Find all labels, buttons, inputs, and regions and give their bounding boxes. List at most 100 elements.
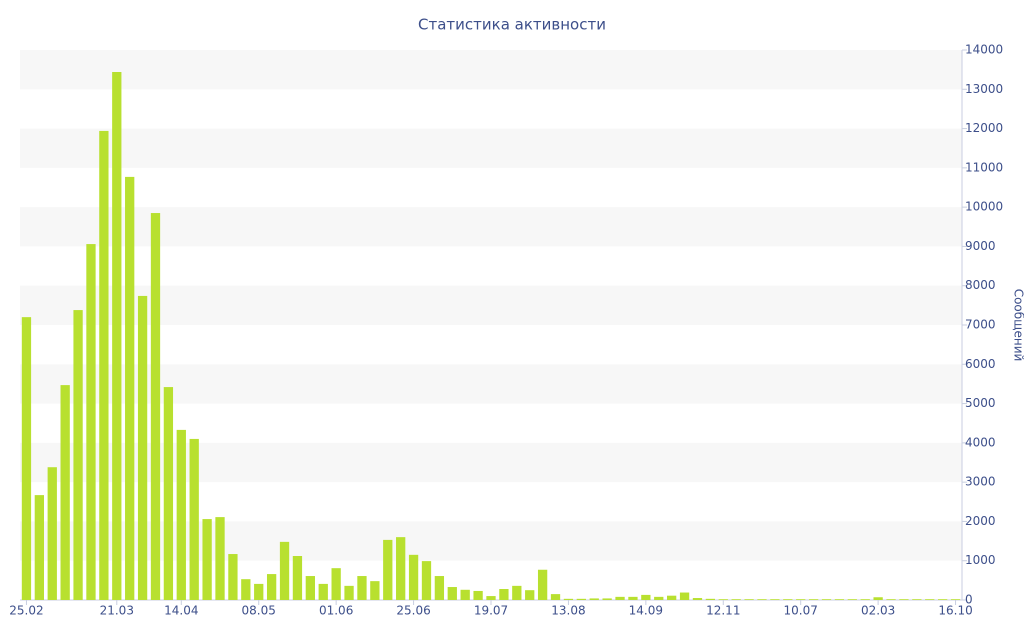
bar: [641, 595, 650, 600]
bar: [267, 574, 276, 600]
y-tick-label: 10000: [965, 200, 1003, 214]
bar: [228, 554, 237, 600]
x-tick-label: 02.03: [861, 604, 895, 618]
bar: [822, 599, 831, 600]
bar: [654, 597, 663, 600]
bar: [332, 568, 341, 600]
bar: [680, 593, 689, 600]
bar: [202, 519, 211, 600]
bar: [357, 576, 366, 600]
grid-band: [20, 286, 962, 325]
bar: [873, 597, 882, 600]
bar: [409, 555, 418, 600]
bar: [138, 296, 147, 600]
bar: [912, 599, 921, 600]
bar: [370, 581, 379, 600]
grid-band: [20, 521, 962, 560]
bar: [396, 537, 405, 600]
bar: [86, 244, 95, 600]
x-tick-label: 14.04: [164, 604, 198, 618]
y-tick-label: 1000: [965, 553, 996, 567]
bar: [938, 599, 947, 600]
bar: [190, 439, 199, 600]
bar: [925, 599, 934, 600]
bar: [112, 72, 121, 600]
grid-band: [20, 364, 962, 403]
bar: [499, 589, 508, 600]
x-tick-label: 16.10: [938, 604, 972, 618]
y-axis-title: Сообщений: [1012, 289, 1024, 362]
bar: [538, 570, 547, 600]
y-tick-label: 14000: [965, 43, 1003, 57]
bar: [770, 599, 779, 600]
bar: [628, 597, 637, 600]
y-tick-label: 11000: [965, 160, 1003, 174]
grid-band: [20, 443, 962, 482]
x-tick-label: 14.09: [629, 604, 663, 618]
bar: [525, 590, 534, 600]
bar: [164, 387, 173, 600]
bar: [435, 576, 444, 600]
y-tick-label: 8000: [965, 278, 996, 292]
grid-band: [20, 207, 962, 246]
y-tick-label: 9000: [965, 239, 996, 253]
bar: [590, 598, 599, 600]
bar: [577, 599, 586, 600]
bar: [48, 467, 57, 600]
chart-title: Статистика активности: [418, 16, 606, 34]
bar: [254, 584, 263, 600]
bar: [383, 540, 392, 600]
bar: [448, 587, 457, 600]
bar: [151, 213, 160, 600]
bar: [22, 317, 31, 600]
bar: [306, 576, 315, 600]
y-tick-label: 13000: [965, 82, 1003, 96]
y-tick-label: 6000: [965, 357, 996, 371]
bar: [719, 599, 728, 600]
bar: [848, 599, 857, 600]
bar: [564, 599, 573, 600]
bar: [732, 599, 741, 600]
x-tick-label: 25.02: [9, 604, 43, 618]
bar: [602, 598, 611, 600]
bar: [125, 177, 134, 600]
x-tick-label: 10.07: [784, 604, 818, 618]
bar: [706, 599, 715, 600]
bar: [886, 599, 895, 600]
bar: [241, 579, 250, 600]
y-tick-label: 12000: [965, 121, 1003, 135]
bar: [757, 599, 766, 600]
bar: [861, 599, 870, 600]
bar: [215, 517, 224, 600]
grid-band: [20, 50, 962, 89]
x-tick-label: 13.08: [551, 604, 585, 618]
bar: [899, 599, 908, 600]
x-tick-label: 12.11: [706, 604, 740, 618]
y-tick-label: 3000: [965, 475, 996, 489]
bar: [461, 590, 470, 600]
bar: [835, 599, 844, 600]
x-tick-label: 01.06: [319, 604, 353, 618]
y-tick-label: 7000: [965, 318, 996, 332]
bar: [422, 561, 431, 600]
bar: [73, 310, 82, 600]
bar: [61, 385, 70, 600]
bar: [486, 596, 495, 600]
bar: [744, 599, 753, 600]
bar: [693, 598, 702, 600]
bar: [473, 591, 482, 600]
bar: [615, 597, 624, 600]
bar: [319, 584, 328, 600]
bar: [796, 599, 805, 600]
x-tick-label: 19.07: [474, 604, 508, 618]
bar: [783, 599, 792, 600]
x-tick-label: 25.06: [396, 604, 430, 618]
y-tick-label: 2000: [965, 514, 996, 528]
bar: [951, 599, 960, 600]
bar: [35, 495, 44, 600]
bar: [667, 596, 676, 600]
bar: [809, 599, 818, 600]
bar: [177, 430, 186, 600]
